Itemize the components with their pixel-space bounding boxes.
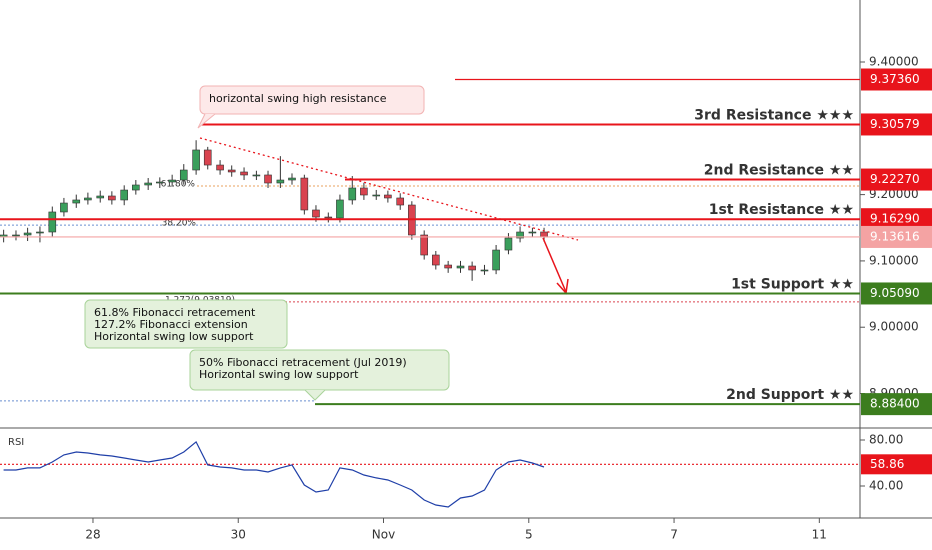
level-name: 2nd Support ★★ [726, 387, 854, 403]
candle-body [227, 169, 236, 173]
level-label-box [861, 168, 932, 191]
candle-body [12, 234, 20, 237]
callout-text: 61.8% Fibonacci retracement [94, 306, 256, 319]
callout-text: Horizontal swing low support [199, 368, 359, 381]
callout-box [199, 85, 425, 115]
fib-label: 61.80% [161, 179, 196, 189]
callout-text: 127.2% Fibonacci extension [94, 318, 248, 331]
trend-line [199, 137, 579, 241]
callout-pointer [197, 113, 216, 129]
candle-body [179, 169, 188, 181]
rsi-level-label: 58.86 [870, 457, 904, 471]
candle-body [384, 194, 392, 199]
candle-body [324, 216, 333, 219]
rsi-line [3, 440, 545, 508]
x-tick-label: 30 [231, 528, 246, 542]
candle-body [144, 182, 152, 186]
callout-text: horizontal swing high resistance [209, 92, 387, 105]
fib-label: 38.20% [162, 219, 197, 229]
candle-body [252, 174, 261, 177]
level-label: 9.30579 [870, 117, 920, 131]
candle-body [108, 195, 116, 201]
candle-body [444, 264, 452, 269]
level-label-box [861, 393, 932, 416]
y-tick-label: 40.00 [869, 478, 903, 492]
level-label-box [861, 282, 932, 305]
candle-body [348, 187, 357, 201]
candle-body [60, 202, 68, 213]
x-tick-label: 28 [85, 528, 100, 542]
projection-arrow [542, 237, 567, 293]
level-label: 8.88400 [870, 397, 920, 411]
x-tick-label: Nov [372, 528, 395, 542]
candle-body [120, 189, 129, 201]
x-tick-label: 7 [670, 528, 678, 542]
callout-text: Horizontal swing low support [94, 330, 254, 343]
x-tick-label: 11 [812, 528, 827, 542]
candle-body [336, 199, 344, 219]
candle-body [492, 249, 500, 271]
x-tick-label: 5 [525, 528, 533, 542]
candle-body [468, 265, 476, 271]
candle-body [84, 197, 92, 201]
candle-body [240, 171, 248, 176]
candle-body [72, 199, 81, 204]
level-label: 9.16290 [870, 212, 920, 226]
candle-body [432, 254, 440, 266]
candle-body [264, 174, 272, 184]
candle-body [276, 179, 285, 184]
candle-body [516, 231, 524, 239]
y-tick-label: 9.40000 [869, 54, 919, 68]
candle-body [96, 195, 105, 199]
callout-text: 50% Fibonacci retracement (Jul 2019) [199, 356, 407, 369]
candle-body [48, 211, 57, 233]
candle-body [168, 179, 176, 183]
candle-body [420, 234, 428, 256]
candle-body [504, 237, 513, 251]
level-label: 9.37360 [870, 72, 920, 86]
level-name: 1st Resistance ★★ [709, 202, 854, 218]
candle-body [480, 269, 489, 272]
level-label-box [861, 208, 932, 231]
y-tick-label: 80.00 [869, 432, 903, 446]
level-label: 9.13616 [870, 229, 920, 243]
level-label: 9.05090 [870, 286, 920, 300]
candle-body [155, 181, 164, 184]
candle-body [540, 231, 548, 238]
candle-body [360, 187, 368, 196]
level-label-box [861, 113, 932, 136]
level-label-box [861, 225, 932, 248]
level-label-box [861, 68, 932, 91]
candle-body [372, 194, 381, 197]
candle-body [132, 184, 140, 191]
candle-body [36, 231, 44, 234]
y-tick-label: 9.20000 [869, 187, 919, 201]
candle-body [456, 265, 465, 269]
rsi-title: RSI [8, 437, 24, 448]
candle-body [528, 231, 537, 234]
level-name: 3rd Resistance ★★★ [694, 107, 854, 123]
level-name: 1st Support ★★ [731, 276, 854, 292]
candle-body [312, 209, 320, 218]
level-name: 2nd Resistance ★★ [704, 163, 854, 179]
level-label: 9.22270 [870, 172, 920, 186]
y-tick-label: 9.10000 [869, 253, 919, 267]
candle-body [216, 164, 224, 171]
rsi-level-box [861, 454, 932, 475]
candle-body [396, 197, 405, 206]
candle-body [23, 232, 32, 236]
candle-body [288, 177, 296, 181]
candle-body [192, 149, 200, 171]
callout-box [84, 299, 288, 349]
callout-pointer [304, 389, 326, 401]
candle-body [203, 149, 212, 166]
y-tick-label: 9.00000 [869, 320, 919, 334]
candle-body [300, 177, 309, 211]
